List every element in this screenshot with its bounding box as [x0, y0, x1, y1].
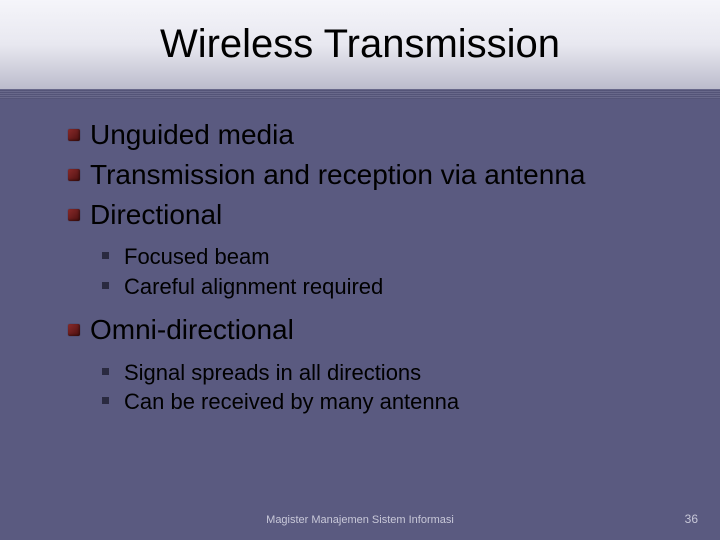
bullet-l1: Transmission and reception via antenna [68, 157, 690, 193]
square-bullet-icon [68, 169, 80, 181]
bullet-l2: Signal spreads in all directions [102, 358, 690, 388]
small-square-bullet-icon [102, 397, 109, 404]
bullet-l1-text: Directional [90, 199, 222, 230]
page-number: 36 [685, 512, 698, 526]
bullet-l2-group: Focused beam Careful alignment required [68, 236, 690, 311]
square-bullet-icon [68, 129, 80, 141]
bullet-l2-text: Signal spreads in all directions [124, 360, 421, 385]
bullet-l2: Focused beam [102, 242, 690, 272]
square-bullet-icon [68, 209, 80, 221]
bullet-l2-text: Can be received by many antenna [124, 389, 459, 414]
bullet-l2: Careful alignment required [102, 272, 690, 302]
slide-title: Wireless Transmission [0, 22, 720, 67]
bullet-l1-text: Unguided media [90, 119, 294, 150]
bullet-l1: Omni-directional [68, 312, 690, 348]
small-square-bullet-icon [102, 252, 109, 259]
slide-footer: Magister Manajemen Sistem Informasi [0, 514, 720, 526]
bullet-l1-text: Omni-directional [90, 314, 294, 345]
title-divider [0, 89, 720, 99]
bullet-l1-text: Transmission and reception via antenna [90, 159, 585, 190]
title-band: Wireless Transmission [0, 0, 720, 89]
square-bullet-icon [68, 324, 80, 336]
bullet-l2-group: Signal spreads in all directions Can be … [68, 352, 690, 427]
bullet-l2: Can be received by many antenna [102, 387, 690, 417]
bullet-l2-text: Focused beam [124, 244, 270, 269]
small-square-bullet-icon [102, 368, 109, 375]
bullet-l1: Unguided media [68, 117, 690, 153]
slide-content: Unguided media Transmission and receptio… [0, 99, 720, 427]
bullet-l2-text: Careful alignment required [124, 274, 383, 299]
small-square-bullet-icon [102, 282, 109, 289]
bullet-l1: Directional [68, 197, 690, 233]
